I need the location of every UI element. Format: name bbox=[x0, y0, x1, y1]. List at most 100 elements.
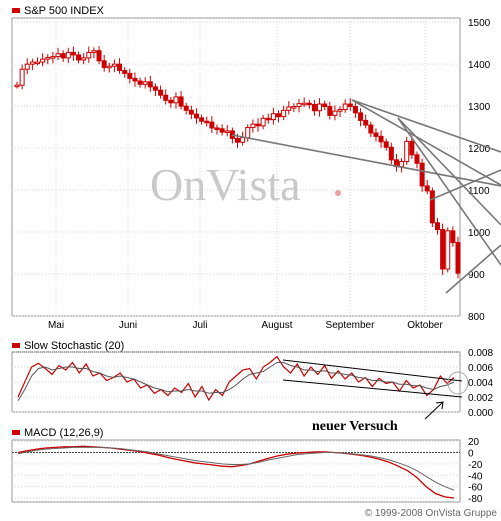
candle-body bbox=[337, 108, 343, 112]
candle-body bbox=[132, 77, 138, 82]
candle-body bbox=[96, 50, 102, 62]
candle-body bbox=[40, 58, 46, 63]
candle-body bbox=[414, 154, 420, 164]
candle-body bbox=[35, 61, 41, 65]
x-tick-label: Juni bbox=[119, 320, 137, 331]
price-panel-title: S&P 500 INDEX bbox=[12, 5, 104, 17]
trendline bbox=[397, 117, 501, 226]
y-tick-label: 0.000 bbox=[468, 408, 493, 419]
trendline bbox=[351, 99, 501, 153]
macd-grid: 200-20-40-60-80 bbox=[12, 437, 483, 505]
x-tick-label: September bbox=[326, 320, 376, 331]
y-tick-label: 1500 bbox=[468, 18, 491, 29]
candle-body bbox=[86, 51, 92, 59]
candle-body bbox=[352, 106, 358, 114]
candle-body bbox=[122, 69, 128, 74]
candle-body bbox=[388, 146, 394, 161]
candle-body bbox=[91, 50, 97, 53]
candle-body bbox=[70, 51, 76, 56]
candle-body bbox=[265, 117, 271, 121]
copyright-text: © 1999-2008 OnVista Gruppe bbox=[364, 508, 497, 519]
channel-line bbox=[282, 359, 463, 382]
price-legend-swatch bbox=[12, 7, 20, 13]
candle-body bbox=[127, 72, 133, 79]
candle-body bbox=[450, 230, 456, 244]
y-tick-label: -60 bbox=[468, 483, 483, 494]
candle-body bbox=[327, 106, 333, 116]
y-tick-label: 0.002 bbox=[468, 393, 493, 404]
candle-body bbox=[142, 81, 148, 85]
trendline bbox=[351, 99, 501, 186]
candle-body bbox=[332, 110, 338, 116]
trendline bbox=[445, 244, 501, 294]
candle-body bbox=[19, 68, 25, 86]
channel-line bbox=[282, 379, 463, 398]
candle-body bbox=[65, 51, 71, 59]
candle-body bbox=[296, 103, 302, 108]
macd-series-line bbox=[17, 445, 455, 499]
stochastic-series-line bbox=[17, 362, 455, 402]
candle-body bbox=[81, 57, 87, 61]
y-tick-label: -40 bbox=[468, 471, 483, 482]
x-tick-label: August bbox=[261, 320, 292, 331]
candle-body bbox=[306, 102, 312, 106]
candle-body bbox=[147, 81, 153, 88]
y-tick-label: 1100 bbox=[468, 186, 490, 197]
y-tick-label: 0 bbox=[468, 449, 474, 460]
macd-chart-title: MACD (12,26,9) bbox=[24, 427, 104, 439]
annotation-note: neuer Versuch bbox=[312, 419, 398, 434]
y-tick-label: 1400 bbox=[468, 60, 491, 71]
candle-body bbox=[429, 190, 435, 224]
price-chart-title: S&P 500 INDEX bbox=[24, 5, 104, 17]
candle-body bbox=[60, 53, 66, 59]
candle-body bbox=[224, 130, 230, 133]
y-tick-label: 20 bbox=[468, 437, 480, 448]
candle-body bbox=[440, 229, 446, 270]
y-tick-label: -80 bbox=[468, 494, 483, 505]
candle-body bbox=[24, 63, 30, 70]
candle-body bbox=[260, 117, 266, 127]
candle-body bbox=[424, 185, 430, 192]
candle-body bbox=[317, 103, 323, 112]
trendlines bbox=[231, 99, 501, 294]
candle-body bbox=[363, 119, 369, 126]
watermark-dot bbox=[335, 190, 341, 196]
y-tick-label: 900 bbox=[468, 270, 485, 281]
candle-body bbox=[183, 105, 189, 111]
plot-area-2 bbox=[11, 439, 461, 503]
stochastic-panel-title: Slow Stochastic (20) bbox=[12, 340, 124, 352]
trendline bbox=[429, 169, 501, 201]
candle-body bbox=[245, 127, 251, 139]
candle-body bbox=[101, 60, 107, 69]
candle-body bbox=[358, 112, 364, 121]
macd-panel-title: MACD (12,26,9) bbox=[12, 427, 103, 439]
y-tick-label: 0.006 bbox=[468, 363, 493, 374]
candle-body bbox=[276, 113, 282, 118]
candle-body bbox=[419, 162, 425, 187]
candle-body bbox=[378, 135, 384, 143]
plot-area-0 bbox=[11, 17, 461, 317]
candle-body bbox=[240, 137, 246, 143]
candle-body bbox=[117, 63, 123, 71]
candle-body bbox=[455, 242, 461, 274]
candle-body bbox=[168, 99, 174, 104]
candle-body bbox=[163, 94, 169, 101]
x-tick-label: Juli bbox=[192, 320, 207, 331]
macd-series-line bbox=[17, 446, 455, 491]
candle-body bbox=[399, 161, 405, 168]
candle-body bbox=[291, 106, 297, 109]
candle-body bbox=[29, 61, 35, 65]
x-tick-label: Oktober bbox=[407, 320, 443, 331]
highlight-circle bbox=[447, 371, 469, 395]
candle-body bbox=[204, 120, 210, 124]
candle-body bbox=[50, 56, 56, 59]
candle-body bbox=[137, 80, 143, 85]
y-tick-label: 1200 bbox=[468, 144, 491, 155]
candle-body bbox=[250, 123, 256, 129]
y-tick-label: 800 bbox=[468, 312, 485, 323]
macd-legend-swatch bbox=[12, 429, 20, 435]
y-tick-label: 0.008 bbox=[468, 348, 493, 359]
stochastic-series-line bbox=[17, 355, 455, 402]
candle-body bbox=[158, 89, 164, 96]
